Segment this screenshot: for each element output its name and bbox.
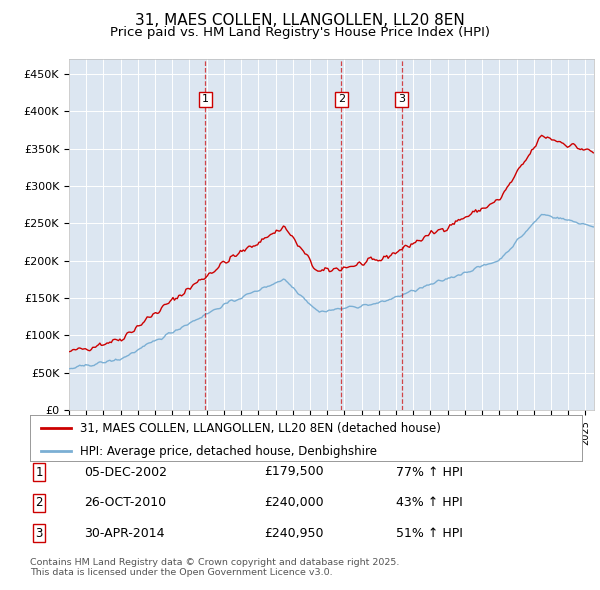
Text: 3: 3 (35, 527, 43, 540)
Text: 77% ↑ HPI: 77% ↑ HPI (396, 466, 463, 478)
Text: 1: 1 (202, 94, 209, 104)
Text: 3: 3 (398, 94, 405, 104)
Text: Contains HM Land Registry data © Crown copyright and database right 2025.
This d: Contains HM Land Registry data © Crown c… (30, 558, 400, 577)
Text: £240,950: £240,950 (264, 527, 323, 540)
Text: 31, MAES COLLEN, LLANGOLLEN, LL20 8EN: 31, MAES COLLEN, LLANGOLLEN, LL20 8EN (135, 13, 465, 28)
Text: £179,500: £179,500 (264, 466, 323, 478)
Text: HPI: Average price, detached house, Denbighshire: HPI: Average price, detached house, Denb… (80, 445, 377, 458)
Text: 2: 2 (338, 94, 345, 104)
Text: £240,000: £240,000 (264, 496, 323, 509)
Text: 51% ↑ HPI: 51% ↑ HPI (396, 527, 463, 540)
Text: 31, MAES COLLEN, LLANGOLLEN, LL20 8EN (detached house): 31, MAES COLLEN, LLANGOLLEN, LL20 8EN (d… (80, 422, 440, 435)
Text: Price paid vs. HM Land Registry's House Price Index (HPI): Price paid vs. HM Land Registry's House … (110, 26, 490, 39)
Text: 26-OCT-2010: 26-OCT-2010 (84, 496, 166, 509)
Text: 1: 1 (35, 466, 43, 478)
Text: 05-DEC-2002: 05-DEC-2002 (84, 466, 167, 478)
Text: 2: 2 (35, 496, 43, 509)
Text: 43% ↑ HPI: 43% ↑ HPI (396, 496, 463, 509)
Text: 30-APR-2014: 30-APR-2014 (84, 527, 164, 540)
